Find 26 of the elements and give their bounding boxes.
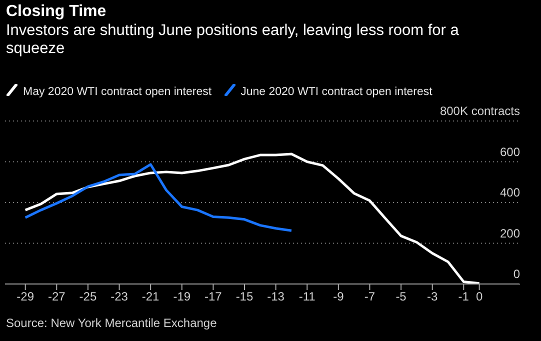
x-tick-label: -17 [204,290,222,304]
y-tick-label: 600 [500,144,520,159]
x-tick-label: 0 [476,290,483,304]
x-tick-label: -23 [110,290,128,304]
x-tick-label: -19 [173,290,191,304]
y-tick-label: 400 [500,186,520,200]
x-tick-label: -11 [298,290,316,304]
x-tick-label: -3 [427,290,438,304]
x-tick-label: -1 [458,290,470,304]
x-tick-label: -5 [396,290,407,304]
chart-subtitle: Investors are shutting June positions early, leaving less room for a squeeze [6,22,460,58]
x-tick-label: -13 [267,290,285,304]
y-tick-label: 200 [500,226,520,240]
y-tick-label: 800K contracts [440,104,520,118]
x-tick-label: -9 [333,290,344,304]
x-tick-label: -15 [236,290,254,304]
x-tick-label: -25 [79,290,97,304]
y-tick-label: 0 [513,267,520,281]
x-tick-label: -7 [364,290,376,304]
source-note: Source: New York Mercantile Exchange [6,316,217,330]
legend-label: May 2020 WTI contract open interest [22,85,212,98]
x-tick-label: -21 [142,290,160,304]
chart-title: Closing Time [6,3,106,21]
legend-label: June 2020 WTI contract open interest [240,85,432,98]
x-tick-label: -29 [16,290,34,304]
x-tick-label: -27 [48,290,66,304]
